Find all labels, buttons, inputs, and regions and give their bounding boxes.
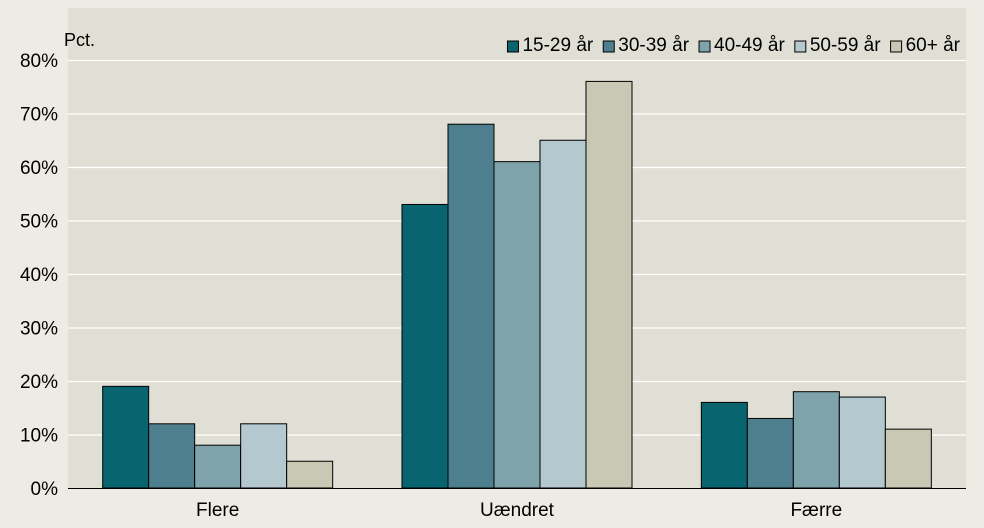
y-tick-label: 10%: [20, 426, 58, 447]
bar: [102, 385, 150, 489]
legend-swatch: [506, 40, 519, 53]
y-tick-label: 60%: [20, 158, 58, 179]
legend-item: 60+ år: [890, 35, 961, 56]
legend: 15-29 år 30-39 år 40-49 år 50-59 år 60+ år: [506, 35, 961, 56]
legend-label: 50-59 år: [810, 35, 881, 56]
y-tick-label: 20%: [20, 372, 58, 393]
bars: [102, 80, 932, 489]
legend-label: 15-29 år: [522, 35, 593, 56]
bar: [148, 423, 196, 489]
legend-swatch: [794, 40, 807, 53]
bar: [838, 396, 886, 489]
y-axis-unit-label: Pct.: [64, 30, 95, 50]
legend-item: 30-39 år: [602, 35, 690, 56]
bar: [585, 80, 633, 489]
legend-swatch: [602, 40, 615, 53]
y-tick-label: 70%: [20, 105, 58, 126]
y-tick-label: 80%: [20, 51, 58, 72]
legend-swatch: [698, 40, 711, 53]
category-labels: Flere Uændret Færre: [196, 500, 842, 521]
bar: [700, 401, 748, 489]
category-label: Uændret: [480, 500, 555, 521]
bar: [746, 417, 794, 489]
bar: [401, 203, 449, 489]
legend-label: 30-39 år: [618, 35, 689, 56]
bar: [194, 444, 242, 489]
bar: [539, 139, 587, 489]
legend-item: 40-49 år: [698, 35, 785, 56]
y-tick-label: 0%: [31, 479, 59, 500]
legend-label: 40-49 år: [714, 35, 785, 56]
legend-item: 50-59 år: [794, 35, 881, 56]
bar: [792, 391, 840, 489]
y-tick-label: 30%: [20, 319, 58, 340]
bar: [493, 161, 541, 489]
category-label: Flere: [196, 500, 239, 521]
bar: [447, 123, 495, 489]
legend-swatch: [890, 40, 903, 53]
category-label: Færre: [790, 500, 842, 521]
legend-item: 15-29 år: [506, 35, 594, 56]
y-tick-label: 50%: [20, 212, 58, 233]
bar: [286, 460, 334, 489]
y-axis-ticks: 0% 10% 20% 30% 40% 50% 60% 70% 80%: [20, 51, 58, 500]
bar: [884, 428, 932, 489]
y-tick-label: 40%: [20, 265, 58, 286]
bar: [240, 423, 288, 489]
legend-label: 60+ år: [906, 35, 961, 56]
